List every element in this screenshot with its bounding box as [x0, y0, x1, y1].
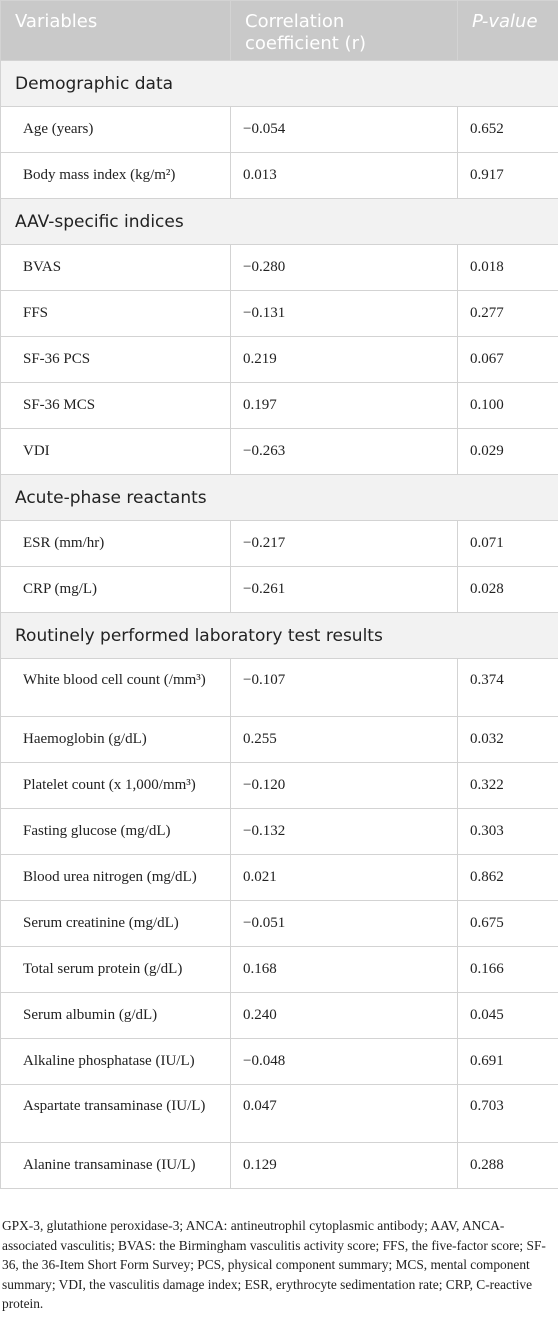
- p-value: 0.032: [457, 716, 558, 763]
- table-row: SF-36 MCS 0.197 0.100: [0, 382, 558, 429]
- row-label: Aspartate transaminase (IU/L): [0, 1084, 231, 1143]
- row-label: Fasting glucose (mg/dL): [0, 808, 231, 855]
- table-row: Body mass index (kg/m²) 0.013 0.917: [0, 152, 558, 199]
- row-label: Total serum protein (g/dL): [0, 946, 231, 993]
- table-row: Fasting glucose (mg/dL) −0.132 0.303: [0, 808, 558, 855]
- row-label: FFS: [0, 290, 231, 337]
- correlation-value: 0.219: [230, 336, 458, 383]
- section-title: Demographic data: [0, 60, 558, 107]
- row-label: Haemoglobin (g/dL): [0, 716, 231, 763]
- row-label: SF-36 MCS: [0, 382, 231, 429]
- table-row: Age (years) −0.054 0.652: [0, 106, 558, 153]
- correlation-value: −0.107: [230, 658, 458, 717]
- correlation-value: 0.021: [230, 854, 458, 901]
- row-label: BVAS: [0, 244, 231, 291]
- p-value: 0.862: [457, 854, 558, 901]
- p-value: 0.100: [457, 382, 558, 429]
- row-label: Age (years): [0, 106, 231, 153]
- p-value: 0.303: [457, 808, 558, 855]
- section-title: AAV-specific indices: [0, 198, 558, 245]
- p-value: 0.067: [457, 336, 558, 383]
- section-header-row: AAV-specific indices: [0, 198, 558, 245]
- correlation-value: 0.047: [230, 1084, 458, 1143]
- correlation-value: −0.051: [230, 900, 458, 947]
- p-value: 0.675: [457, 900, 558, 947]
- p-value: 0.045: [457, 992, 558, 1039]
- p-value: 0.288: [457, 1142, 558, 1189]
- correlation-table: Variables Correlation coefficient (r) P-…: [0, 0, 558, 1189]
- p-value: 0.652: [457, 106, 558, 153]
- section-title: Acute-phase reactants: [0, 474, 558, 521]
- p-value: 0.691: [457, 1038, 558, 1085]
- table-row: Platelet count (x 1,000/mm³) −0.120 0.322: [0, 762, 558, 809]
- row-label: Alkaline phosphatase (IU/L): [0, 1038, 231, 1085]
- row-label: CRP (mg/L): [0, 566, 231, 613]
- row-label: SF-36 PCS: [0, 336, 231, 383]
- table-row: White blood cell count (/mm³) −0.107 0.374: [0, 658, 558, 717]
- section-header-row: Demographic data: [0, 60, 558, 107]
- correlation-value: −0.131: [230, 290, 458, 337]
- row-label: Serum creatinine (mg/dL): [0, 900, 231, 947]
- table-body: Demographic data Age (years) −0.054 0.652 Bo…: [0, 60, 558, 1189]
- p-value: 0.374: [457, 658, 558, 717]
- table-row: VDI −0.263 0.029: [0, 428, 558, 475]
- p-value: 0.028: [457, 566, 558, 613]
- table-row: Aspartate transaminase (IU/L) 0.047 0.703: [0, 1084, 558, 1143]
- row-label: White blood cell count (/mm³): [0, 658, 231, 717]
- table-row: ESR (mm/hr) −0.217 0.071: [0, 520, 558, 567]
- table-row: BVAS −0.280 0.018: [0, 244, 558, 291]
- table-row: Serum creatinine (mg/dL) −0.051 0.675: [0, 900, 558, 947]
- row-label: ESR (mm/hr): [0, 520, 231, 567]
- correlation-value: 0.013: [230, 152, 458, 199]
- header-correlation: Correlation coefficient (r): [230, 0, 458, 61]
- header-pvalue: P-value: [457, 0, 558, 61]
- correlation-value: 0.168: [230, 946, 458, 993]
- row-label: Alanine transaminase (IU/L): [0, 1142, 231, 1189]
- table-row: Serum albumin (g/dL) 0.240 0.045: [0, 992, 558, 1039]
- row-label: Platelet count (x 1,000/mm³): [0, 762, 231, 809]
- p-value: 0.018: [457, 244, 558, 291]
- p-value: 0.071: [457, 520, 558, 567]
- correlation-value: 0.129: [230, 1142, 458, 1189]
- correlation-value: −0.132: [230, 808, 458, 855]
- p-value: 0.703: [457, 1084, 558, 1143]
- correlation-value: −0.120: [230, 762, 458, 809]
- row-label: Body mass index (kg/m²): [0, 152, 231, 199]
- row-label: VDI: [0, 428, 231, 475]
- p-value: 0.166: [457, 946, 558, 993]
- correlation-value: 0.240: [230, 992, 458, 1039]
- correlation-value: 0.197: [230, 382, 458, 429]
- p-value: 0.029: [457, 428, 558, 475]
- table-row: CRP (mg/L) −0.261 0.028: [0, 566, 558, 613]
- section-header-row: Routinely performed laboratory test resu…: [0, 612, 558, 659]
- table-row: Alkaline phosphatase (IU/L) −0.048 0.691: [0, 1038, 558, 1085]
- table-row: Haemoglobin (g/dL) 0.255 0.032: [0, 716, 558, 763]
- header-row: Variables Correlation coefficient (r) P-…: [0, 0, 558, 61]
- table-footnote: GPX-3, glutathione peroxidase-3; ANCA: a…: [2, 1218, 546, 1311]
- header-variables: Variables: [0, 0, 231, 61]
- p-value: 0.277: [457, 290, 558, 337]
- row-label: Serum albumin (g/dL): [0, 992, 231, 1039]
- table-row: SF-36 PCS 0.219 0.067: [0, 336, 558, 383]
- table-row: FFS −0.131 0.277: [0, 290, 558, 337]
- table-row: Total serum protein (g/dL) 0.168 0.166: [0, 946, 558, 993]
- correlation-value: 0.255: [230, 716, 458, 763]
- table-row: Alanine transaminase (IU/L) 0.129 0.288: [0, 1142, 558, 1189]
- section-title: Routinely performed laboratory test resu…: [0, 612, 558, 659]
- row-label: Blood urea nitrogen (mg/dL): [0, 854, 231, 901]
- correlation-value: −0.280: [230, 244, 458, 291]
- correlation-value: −0.217: [230, 520, 458, 567]
- section-header-row: Acute-phase reactants: [0, 474, 558, 521]
- correlation-value: −0.054: [230, 106, 458, 153]
- correlation-value: −0.263: [230, 428, 458, 475]
- p-value: 0.917: [457, 152, 558, 199]
- correlation-value: −0.048: [230, 1038, 458, 1085]
- table-row: Blood urea nitrogen (mg/dL) 0.021 0.862: [0, 854, 558, 901]
- p-value: 0.322: [457, 762, 558, 809]
- correlation-value: −0.261: [230, 566, 458, 613]
